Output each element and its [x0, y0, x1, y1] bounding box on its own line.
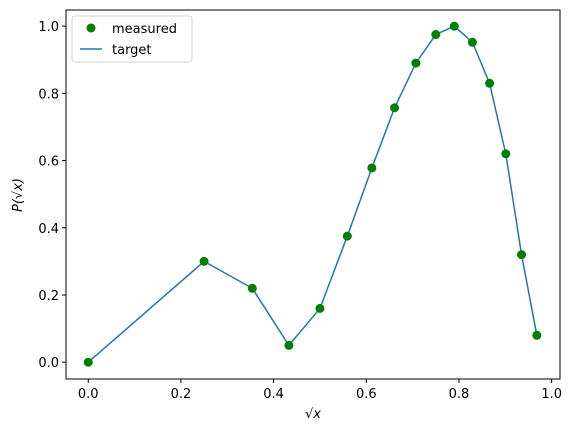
point: [367, 163, 377, 173]
x-axis-label: √x: [305, 407, 321, 422]
y-tick-label: 0.4: [38, 222, 59, 237]
point: [517, 250, 527, 260]
x-tick-label: 0.0: [78, 387, 99, 402]
legend-label: target: [112, 43, 152, 58]
x-tick-label: 0.6: [356, 387, 377, 402]
point: [449, 21, 459, 31]
line: [87, 25, 538, 363]
plot-frame: [65, 9, 561, 380]
x-tick-label: 1.0: [541, 387, 562, 402]
y-tick-label: 0.0: [38, 356, 59, 371]
point: [485, 78, 495, 88]
point: [342, 231, 352, 241]
point: [83, 357, 93, 367]
point: [467, 37, 477, 47]
x-tick-label: 0.2: [171, 387, 192, 402]
point: [315, 303, 325, 313]
point: [199, 256, 209, 266]
y-tick-label: 1.0: [38, 20, 59, 35]
y-tick-label: 0.8: [38, 87, 59, 102]
x-tick-label: 0.4: [263, 387, 284, 402]
x-tick-label: 0.8: [449, 387, 470, 402]
point: [431, 30, 441, 40]
point: [411, 58, 421, 68]
y-tick-label: 0.6: [38, 155, 59, 170]
y-tick-label: 0.2: [38, 289, 59, 304]
point: [390, 103, 400, 113]
point: [501, 149, 511, 159]
point: [532, 330, 542, 340]
legend-label: measured: [112, 22, 177, 37]
y-axis-label: P(√x): [11, 178, 26, 212]
point: [284, 340, 294, 350]
point: [247, 283, 257, 293]
legend-box: [71, 15, 193, 63]
legend-swatch: [86, 23, 96, 33]
